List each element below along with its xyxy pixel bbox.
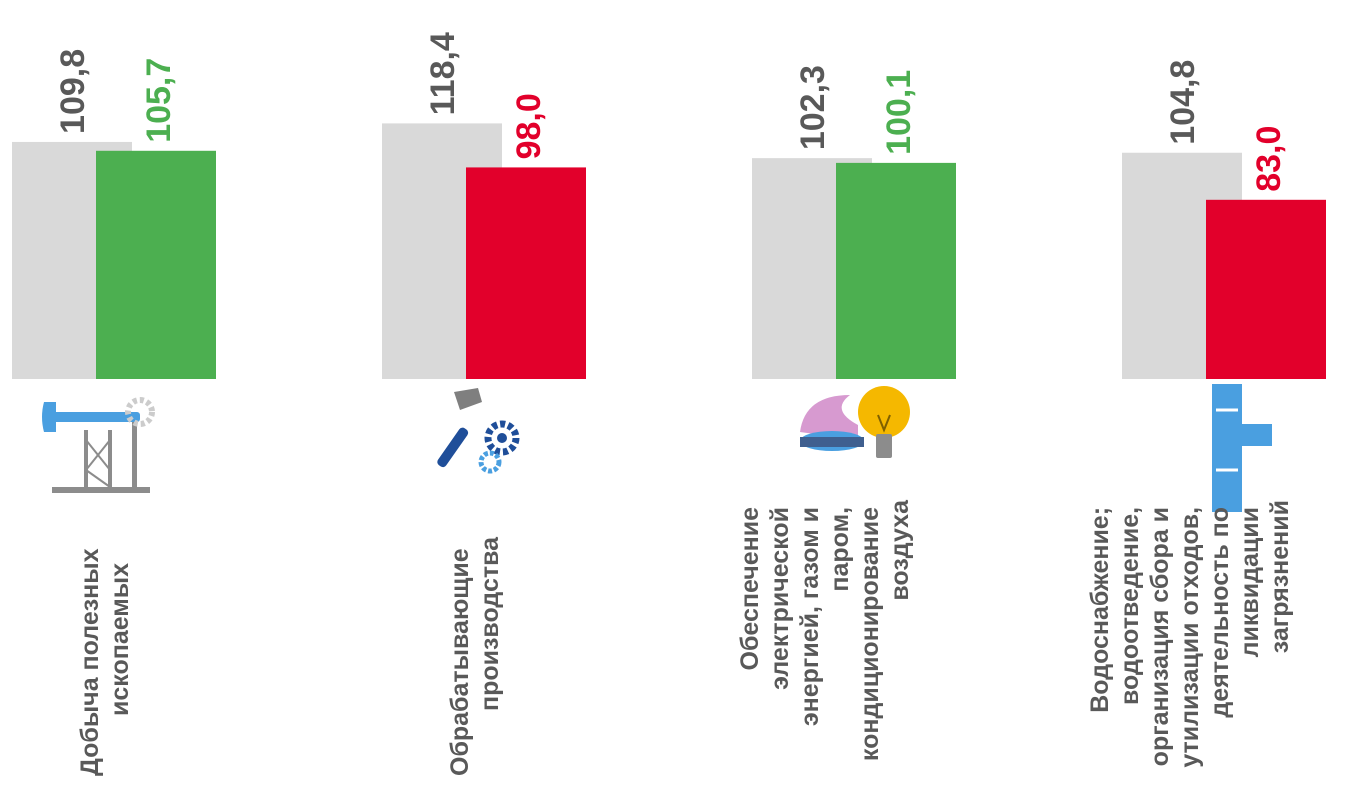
water-pipe-icon (1212, 384, 1272, 512)
value-label-series2-2: 100,1 (880, 70, 918, 155)
category-label-energy: Обеспечение электрической энергией, газо… (736, 499, 914, 761)
value-label-series2-0: 105,7 (140, 58, 178, 143)
bars-layer (12, 123, 1326, 380)
category-label-manufacturing: Обрабатывающие производства (446, 536, 504, 776)
category-label-water: Водоснабжение; водоотведение, организаци… (1086, 500, 1294, 768)
value-label-series1-1: 118,4 (424, 32, 462, 115)
value-label-series1-3: 104,8 (1164, 60, 1202, 145)
bar-series2-1 (466, 167, 586, 379)
oil-pump-icon (42, 397, 155, 493)
value-label-series2-3: 83,0 (1250, 126, 1288, 192)
bar-series2-2 (836, 162, 956, 379)
value-label-series1-2: 102,3 (794, 65, 832, 150)
value-labels-layer: 109,8 105,7 118,4 98,0 102,3 100,1 104,8 83,0 (54, 32, 1288, 192)
hammer-gears-icon (437, 388, 520, 474)
gas-burner-lightbulb-icon (800, 386, 910, 458)
bar-series2-0 (96, 150, 216, 379)
value-label-series1-0: 109,8 (54, 49, 92, 134)
category-label-mining: Добыча полезных ископаемых (76, 542, 134, 776)
bar-series2-3 (1206, 199, 1326, 379)
value-label-series2-1: 98,0 (510, 93, 548, 159)
